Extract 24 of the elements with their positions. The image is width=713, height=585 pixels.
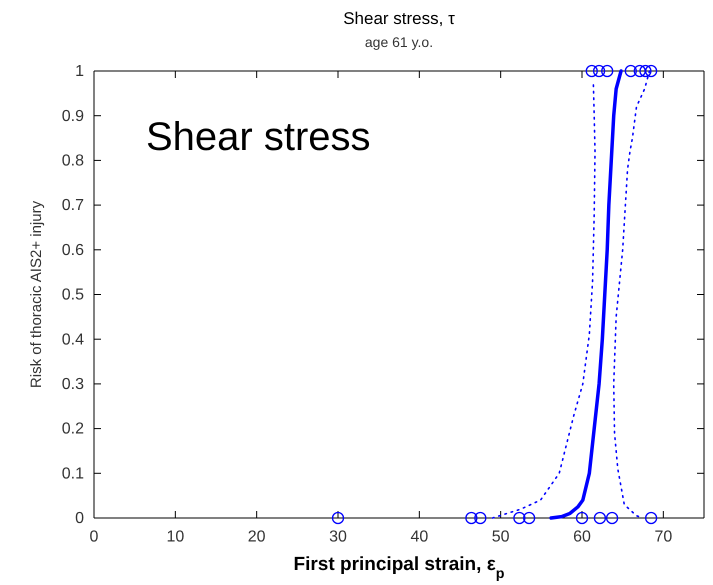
y-tick-label: 0 (75, 510, 84, 528)
y-tick-label: 0.1 (62, 465, 84, 482)
x-tick-label: 70 (654, 528, 672, 546)
chart-subtitle: age 61 y.o. (364, 34, 434, 50)
chart-title: Shear stress, τ (343, 9, 456, 28)
x-tick-label: 0 (90, 528, 99, 546)
y-tick-label: 1 (75, 63, 84, 80)
annotation: Shear stress (146, 115, 371, 159)
y-tick-label: 0.5 (62, 286, 84, 304)
y-tick-label: 0.8 (62, 152, 84, 170)
x-tick-label: 10 (166, 528, 184, 546)
x-axis-title: First principal strain, ε$_{p}$ (294, 554, 505, 582)
y-tick-label: 0.7 (62, 197, 84, 214)
x-tick-label: 50 (492, 528, 510, 546)
x-tick-label: 60 (573, 528, 591, 546)
y-tick-label: 0.6 (62, 242, 84, 259)
x-tick-label: 30 (329, 528, 347, 546)
y-tick-label: 0.4 (62, 331, 84, 348)
y-axis-title: Risk of thoracic AIS2+ injury (28, 200, 45, 388)
y-tick-label: 0.3 (62, 376, 84, 394)
x-tick-label: 20 (248, 528, 266, 546)
y-tick-label: 0.2 (62, 420, 84, 438)
y-tick-label: 0.9 (62, 108, 84, 125)
x-tick-label: 40 (410, 528, 428, 546)
